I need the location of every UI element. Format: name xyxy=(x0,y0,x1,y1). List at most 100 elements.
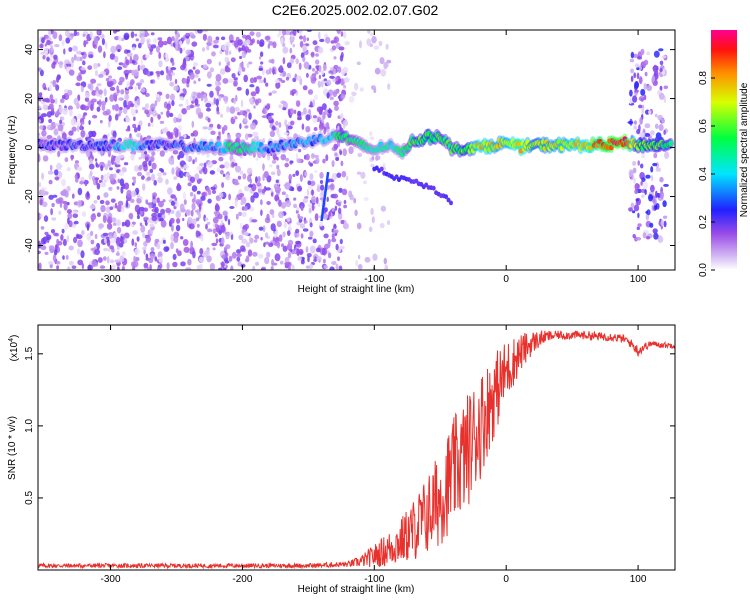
noise-mark xyxy=(262,163,265,171)
noise-mark xyxy=(144,109,150,115)
noise-mark xyxy=(373,87,377,94)
noise-mark xyxy=(363,180,367,185)
colorbar-ticks: 0.0 0.2 0.4 0.6 0.8 xyxy=(698,71,715,277)
noise-mark xyxy=(190,132,195,137)
noise-mark xyxy=(322,258,326,264)
noise-mark xyxy=(260,199,263,206)
noise-mark xyxy=(119,76,125,83)
noise-mark xyxy=(190,209,194,217)
noise-mark xyxy=(54,44,60,48)
x-tick-label: 0 xyxy=(503,574,509,585)
noise-mark xyxy=(319,38,325,43)
snr-y-label: SNR (10 * v/v) xyxy=(7,416,18,480)
noise-mark xyxy=(170,67,177,71)
noise-mark xyxy=(50,208,53,216)
noise-mark xyxy=(308,184,313,190)
noise-mark xyxy=(241,50,247,59)
noise-mark xyxy=(654,123,659,130)
noise-mark xyxy=(118,170,125,177)
noise-mark xyxy=(645,210,649,214)
noise-mark xyxy=(133,69,139,77)
noise-mark xyxy=(126,49,131,53)
noise-mark xyxy=(663,220,667,228)
noise-mark xyxy=(186,75,190,84)
noise-mark xyxy=(646,85,652,92)
noise-mark xyxy=(139,65,144,70)
noise-mark xyxy=(185,35,189,39)
noise-mark xyxy=(207,228,213,233)
noise-mark xyxy=(203,64,208,69)
noise-mark xyxy=(326,79,332,87)
noise-mark xyxy=(319,180,324,184)
noise-mark xyxy=(329,183,335,191)
noise-mark xyxy=(178,103,183,107)
noise-mark xyxy=(140,87,146,93)
noise-mark xyxy=(344,41,350,46)
noise-mark xyxy=(66,185,71,192)
noise-mark xyxy=(95,162,98,167)
noise-mark xyxy=(267,115,273,121)
noise-mark xyxy=(56,162,62,171)
noise-mark xyxy=(309,263,314,270)
noise-mark xyxy=(260,209,263,216)
noise-mark xyxy=(142,160,148,168)
noise-mark xyxy=(267,43,270,49)
noise-mark xyxy=(244,185,250,192)
noise-mark xyxy=(177,113,182,119)
noise-mark xyxy=(221,36,226,41)
noise-mark xyxy=(331,237,337,243)
noise-mark xyxy=(133,165,139,172)
noise-mark xyxy=(329,96,334,101)
noise-mark xyxy=(234,199,238,208)
noise-mark xyxy=(297,110,302,117)
noise-mark xyxy=(185,98,189,106)
noise-mark xyxy=(136,236,140,242)
noise-mark xyxy=(333,223,337,227)
noise-mark xyxy=(150,79,154,84)
noise-mark xyxy=(125,199,129,208)
noise-mark xyxy=(185,267,192,270)
noise-mark xyxy=(224,66,231,73)
noise-mark xyxy=(202,33,207,41)
noise-mark xyxy=(185,209,191,216)
noise-mark xyxy=(278,211,284,219)
noise-mark xyxy=(152,195,156,200)
noise-mark xyxy=(59,119,62,124)
noise-mark xyxy=(367,30,371,34)
noise-mark xyxy=(240,99,244,108)
noise-mark xyxy=(120,186,124,194)
x-tick-label: -300 xyxy=(101,574,121,585)
noise-mark xyxy=(307,89,314,95)
noise-mark xyxy=(322,111,326,120)
noise-mark xyxy=(241,67,246,72)
noise-mark xyxy=(192,250,196,259)
noise-mark xyxy=(292,30,297,37)
noise-mark xyxy=(235,94,238,102)
noise-mark xyxy=(282,107,287,111)
noise-mark xyxy=(46,56,50,62)
noise-mark xyxy=(257,188,262,193)
noise-mark xyxy=(296,100,301,107)
noise-mark xyxy=(289,160,294,164)
noise-mark xyxy=(109,206,114,210)
noise-mark xyxy=(108,75,113,79)
noise-mark xyxy=(196,165,202,171)
noise-mark xyxy=(126,189,132,198)
noise-mark xyxy=(281,243,284,248)
colorbar-tick-label: 0.6 xyxy=(698,119,709,133)
noise-mark xyxy=(180,64,186,71)
colorbar-gradient xyxy=(711,30,737,270)
noise-mark xyxy=(268,41,274,46)
noise-mark xyxy=(219,169,224,175)
noise-mark xyxy=(224,56,230,63)
secondary-trace-point xyxy=(446,197,451,203)
noise-mark xyxy=(333,64,339,70)
noise-mark xyxy=(287,266,291,270)
noise-mark xyxy=(118,97,124,101)
noise-mark xyxy=(63,203,68,211)
noise-mark xyxy=(163,246,169,253)
noise-mark xyxy=(250,122,256,130)
noise-mark xyxy=(132,265,136,270)
noise-mark xyxy=(96,30,101,35)
noise-mark xyxy=(139,222,143,227)
